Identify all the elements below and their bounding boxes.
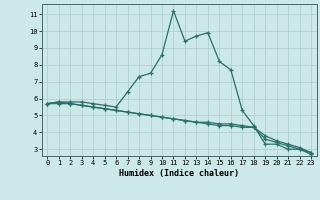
- X-axis label: Humidex (Indice chaleur): Humidex (Indice chaleur): [119, 169, 239, 178]
